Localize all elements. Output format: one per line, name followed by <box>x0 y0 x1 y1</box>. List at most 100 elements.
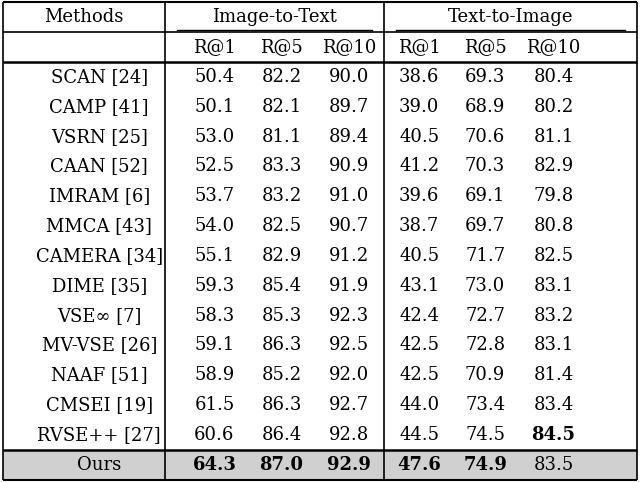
Text: 86.3: 86.3 <box>261 396 302 414</box>
Text: 40.5: 40.5 <box>399 128 439 146</box>
Text: 72.8: 72.8 <box>465 336 505 354</box>
Text: CAMERA [34]: CAMERA [34] <box>36 247 163 265</box>
Text: 59.1: 59.1 <box>195 336 234 354</box>
Text: 64.3: 64.3 <box>193 455 236 474</box>
Text: 92.7: 92.7 <box>329 396 369 414</box>
Text: IMRAM [6]: IMRAM [6] <box>49 187 150 205</box>
Text: R@10: R@10 <box>322 38 376 56</box>
Text: 74.9: 74.9 <box>463 455 507 474</box>
Text: 69.3: 69.3 <box>465 68 506 86</box>
Text: 83.2: 83.2 <box>534 307 573 324</box>
Text: 39.6: 39.6 <box>399 187 440 205</box>
Text: 47.6: 47.6 <box>397 455 441 474</box>
Text: R@1: R@1 <box>193 38 236 56</box>
Text: 70.9: 70.9 <box>465 366 505 384</box>
Text: MV-VSE [26]: MV-VSE [26] <box>42 336 157 354</box>
Text: 83.2: 83.2 <box>262 187 301 205</box>
Text: 42.5: 42.5 <box>399 366 439 384</box>
Text: 38.6: 38.6 <box>399 68 440 86</box>
Text: 50.4: 50.4 <box>195 68 234 86</box>
Text: 91.0: 91.0 <box>328 187 369 205</box>
Text: 53.0: 53.0 <box>195 128 234 146</box>
Text: 80.2: 80.2 <box>534 98 573 116</box>
Text: 71.7: 71.7 <box>465 247 505 265</box>
Text: 61.5: 61.5 <box>195 396 234 414</box>
Text: 69.7: 69.7 <box>465 217 505 235</box>
Text: 38.7: 38.7 <box>399 217 439 235</box>
Text: 86.4: 86.4 <box>262 426 301 444</box>
Text: SCAN [24]: SCAN [24] <box>51 68 148 86</box>
Text: 40.5: 40.5 <box>399 247 439 265</box>
Text: 42.5: 42.5 <box>399 336 439 354</box>
Text: 69.1: 69.1 <box>465 187 506 205</box>
Text: RVSE++ [27]: RVSE++ [27] <box>37 426 161 444</box>
Text: 70.3: 70.3 <box>465 158 505 175</box>
Text: 72.7: 72.7 <box>465 307 505 324</box>
Text: 44.0: 44.0 <box>399 396 439 414</box>
Text: 83.1: 83.1 <box>533 336 574 354</box>
Text: 68.9: 68.9 <box>465 98 506 116</box>
Text: VSRN [25]: VSRN [25] <box>51 128 148 146</box>
Text: 82.2: 82.2 <box>262 68 301 86</box>
Text: 81.1: 81.1 <box>261 128 302 146</box>
Text: 90.9: 90.9 <box>328 158 369 175</box>
Text: 54.0: 54.0 <box>195 217 234 235</box>
Text: 80.4: 80.4 <box>534 68 573 86</box>
Text: 91.9: 91.9 <box>328 277 369 295</box>
Text: 92.0: 92.0 <box>329 366 369 384</box>
Text: 73.0: 73.0 <box>465 277 505 295</box>
Text: 59.3: 59.3 <box>195 277 234 295</box>
Text: 70.6: 70.6 <box>465 128 505 146</box>
Text: Text-to-Image: Text-to-Image <box>447 8 573 27</box>
Text: 80.8: 80.8 <box>533 217 574 235</box>
Text: 89.7: 89.7 <box>329 98 369 116</box>
Text: Ours: Ours <box>77 455 122 474</box>
Text: NAAF [51]: NAAF [51] <box>51 366 147 384</box>
Text: 52.5: 52.5 <box>195 158 234 175</box>
Text: 85.4: 85.4 <box>262 277 301 295</box>
Text: R@10: R@10 <box>527 38 580 56</box>
Text: 82.9: 82.9 <box>262 247 301 265</box>
Text: 41.2: 41.2 <box>399 158 439 175</box>
Text: 83.4: 83.4 <box>534 396 573 414</box>
Text: 90.7: 90.7 <box>329 217 369 235</box>
Text: 39.0: 39.0 <box>399 98 440 116</box>
Text: 92.8: 92.8 <box>329 426 369 444</box>
Text: 82.9: 82.9 <box>534 158 573 175</box>
Text: Image-to-Text: Image-to-Text <box>212 8 337 27</box>
Text: MMCA [43]: MMCA [43] <box>46 217 152 235</box>
Text: 43.1: 43.1 <box>399 277 439 295</box>
Text: 82.1: 82.1 <box>262 98 301 116</box>
Text: 83.1: 83.1 <box>533 277 574 295</box>
Text: 53.7: 53.7 <box>195 187 234 205</box>
Text: Methods: Methods <box>44 8 124 27</box>
Text: 83.3: 83.3 <box>261 158 302 175</box>
Text: 92.5: 92.5 <box>329 336 369 354</box>
Text: 82.5: 82.5 <box>262 217 301 235</box>
Text: 85.3: 85.3 <box>262 307 301 324</box>
Text: R@5: R@5 <box>260 38 303 56</box>
Text: DIME [35]: DIME [35] <box>52 277 147 295</box>
Text: 85.2: 85.2 <box>262 366 301 384</box>
Text: CMSEI [19]: CMSEI [19] <box>45 396 153 414</box>
Text: 74.5: 74.5 <box>465 426 505 444</box>
Bar <box>3 450 637 480</box>
Text: CAAN [52]: CAAN [52] <box>51 158 148 175</box>
Text: 50.1: 50.1 <box>195 98 234 116</box>
Text: R@1: R@1 <box>398 38 440 56</box>
Text: CAMP [41]: CAMP [41] <box>49 98 149 116</box>
Text: 87.0: 87.0 <box>260 455 303 474</box>
Text: 84.5: 84.5 <box>532 426 575 444</box>
Text: 83.5: 83.5 <box>534 455 573 474</box>
Text: 86.3: 86.3 <box>261 336 302 354</box>
Text: 79.8: 79.8 <box>534 187 573 205</box>
Text: 90.0: 90.0 <box>328 68 369 86</box>
Text: R@5: R@5 <box>464 38 506 56</box>
Text: 91.2: 91.2 <box>329 247 369 265</box>
Text: 42.4: 42.4 <box>399 307 439 324</box>
Text: VSE∞ [7]: VSE∞ [7] <box>57 307 141 324</box>
Text: 58.3: 58.3 <box>195 307 234 324</box>
Text: 89.4: 89.4 <box>329 128 369 146</box>
Text: 58.9: 58.9 <box>195 366 234 384</box>
Text: 92.9: 92.9 <box>327 455 371 474</box>
